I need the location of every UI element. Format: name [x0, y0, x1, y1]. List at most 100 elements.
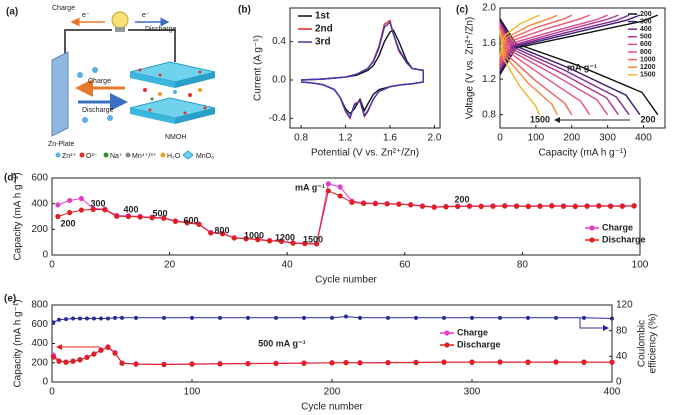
- data-point: [582, 315, 586, 320]
- y-tick-label: 0: [42, 377, 48, 388]
- legend-label: O²⁻: [86, 153, 98, 160]
- x-tick-label: 1.2: [339, 133, 353, 144]
- legend-label: 1st: [315, 11, 330, 22]
- data-point: [120, 315, 124, 320]
- y2-tick-label: 0: [616, 377, 622, 388]
- data-point: [184, 220, 190, 226]
- data-point: [63, 359, 69, 365]
- data-point: [361, 200, 367, 207]
- data-point: [50, 354, 57, 360]
- legend-label: 400: [640, 26, 652, 33]
- legend-marker: [444, 342, 450, 348]
- data-point: [77, 357, 83, 363]
- data-point: [408, 202, 414, 208]
- y2-axis-label: Coulombic: [637, 320, 648, 367]
- series-line: [301, 21, 424, 119]
- annotation: 200: [60, 218, 75, 228]
- data-point: [329, 360, 335, 366]
- legend-marker: [444, 330, 450, 336]
- schematic: (a) Charge e⁻ e⁻ Discharge Charge Di: [6, 5, 216, 160]
- panel-label: (a): [6, 7, 18, 18]
- y2-tick-label: 120: [616, 300, 633, 311]
- data-point: [344, 314, 348, 319]
- plot-frame: [289, 7, 441, 129]
- bulb-base: [115, 27, 125, 32]
- data-point: [357, 360, 363, 366]
- data-point: [161, 361, 167, 368]
- data-point: [266, 238, 273, 244]
- y-tick-label: 200: [31, 224, 48, 235]
- data-point: [441, 359, 447, 365]
- data-point: [525, 203, 531, 210]
- data-point: [71, 316, 75, 321]
- data-point: [608, 203, 614, 209]
- x-tick-label: 40: [282, 260, 294, 271]
- data-point: [98, 347, 104, 353]
- data-point: [396, 201, 402, 207]
- data-point: [231, 235, 237, 241]
- data-point: [190, 315, 194, 320]
- data-point: [125, 213, 132, 220]
- electron-label: e⁻: [142, 12, 150, 19]
- data-point: [70, 358, 76, 364]
- data-point: [85, 316, 89, 321]
- data-point: [246, 315, 250, 320]
- x-tick-label: 60: [399, 260, 411, 271]
- y-tick-label: 0.4: [272, 36, 286, 47]
- data-point: [526, 315, 530, 320]
- legend-label: MnO₆: [196, 153, 214, 160]
- x-tick-label: 100: [632, 260, 649, 271]
- data-point: [112, 350, 118, 356]
- y-tick-label: 200: [31, 357, 48, 368]
- data-point: [161, 215, 167, 221]
- data-point: [619, 203, 625, 209]
- data-point: [325, 181, 331, 187]
- data-point: [106, 316, 110, 321]
- annotation: 300: [90, 198, 105, 208]
- x-axis-label: Capacity (mA h g⁻¹): [538, 148, 626, 159]
- data-point: [78, 207, 84, 213]
- data-point: [384, 201, 390, 207]
- data-point: [208, 230, 214, 236]
- data-point: [443, 204, 449, 210]
- annotation: 600: [183, 215, 198, 225]
- data-point: [113, 315, 117, 320]
- y-tick-label: 1.2: [482, 74, 496, 85]
- y2-tick-label: 80: [616, 325, 628, 336]
- x-tick-label: 200: [324, 387, 341, 398]
- legend-label: 1000: [640, 56, 656, 63]
- data-point: [219, 231, 226, 237]
- plot-area: 0.8 1.2 1.6 2.0 -0.4 0.0 0.4 Potential (V vs. Z…: [238, 5, 442, 159]
- zn-plate: [51, 51, 69, 137]
- x-tick-label: 1.6: [383, 133, 397, 144]
- annotation: 1500: [303, 234, 323, 244]
- data-point: [105, 344, 111, 350]
- data-point: [478, 203, 484, 210]
- data-point: [414, 315, 418, 320]
- y-axis-label: Capacity (mA h g⁻¹): [13, 299, 24, 387]
- data-point: [469, 359, 475, 365]
- legend-label: 200: [640, 11, 652, 18]
- x-tick-label: 400: [604, 387, 621, 398]
- ion: [77, 72, 83, 78]
- data-point: [64, 317, 68, 322]
- panel-label: (c): [456, 5, 468, 16]
- data-point: [581, 359, 587, 365]
- data-point: [273, 360, 279, 367]
- data-point: [55, 202, 61, 208]
- discharge-label: Discharge: [82, 107, 114, 114]
- x-tick-label: 0: [497, 133, 503, 144]
- legend-marker: [589, 225, 595, 231]
- data-point: [554, 315, 558, 320]
- data-point: [301, 360, 307, 366]
- data-point: [172, 218, 179, 224]
- legend-label: 500: [640, 34, 652, 41]
- data-point: [549, 203, 555, 209]
- legend-label: Charge: [602, 222, 633, 232]
- data-point: [162, 315, 166, 320]
- x-tick-label: 300: [464, 387, 481, 398]
- data-point: [92, 316, 96, 321]
- y-tick-label: 0: [42, 250, 48, 261]
- legend-label: 2nd: [315, 24, 333, 35]
